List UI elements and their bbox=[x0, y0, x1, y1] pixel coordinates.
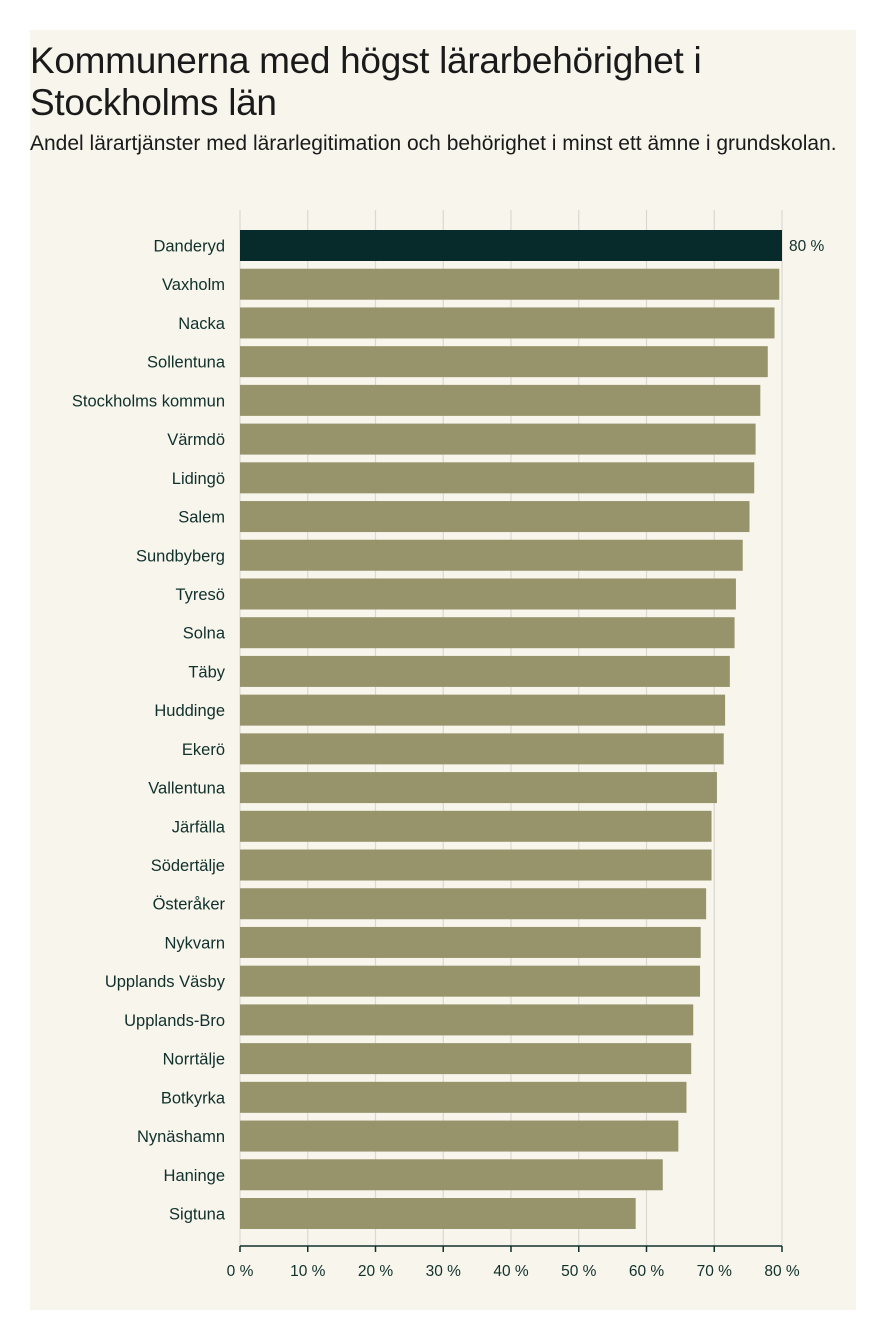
category-label: Solna bbox=[183, 625, 226, 643]
bar bbox=[240, 926, 701, 958]
bar bbox=[240, 1004, 694, 1036]
x-tick-label: 10 % bbox=[290, 1263, 326, 1280]
bar bbox=[240, 617, 735, 649]
bar bbox=[240, 423, 756, 455]
bar bbox=[240, 1120, 679, 1152]
category-label: Upplands-Bro bbox=[124, 1012, 225, 1030]
category-label: Södertälje bbox=[151, 857, 225, 875]
category-label: Sollentuna bbox=[147, 354, 226, 372]
x-tick-label: 20 % bbox=[358, 1263, 394, 1280]
bar bbox=[240, 1043, 692, 1075]
bar bbox=[240, 888, 707, 920]
data-label: 80 % bbox=[789, 238, 825, 255]
bar bbox=[240, 230, 782, 261]
bar bbox=[240, 694, 726, 726]
x-tick-label: 80 % bbox=[764, 1263, 800, 1280]
x-tick-label: 50 % bbox=[561, 1263, 597, 1280]
category-label: Botkyrka bbox=[161, 1089, 226, 1107]
chart-title: Kommunerna med högst lärarbehörighet i S… bbox=[30, 40, 702, 123]
bar bbox=[240, 539, 743, 571]
category-label: Norrtälje bbox=[163, 1051, 225, 1069]
bar bbox=[240, 1198, 636, 1229]
bar bbox=[240, 268, 780, 300]
bar bbox=[240, 849, 712, 881]
category-label: Järfälla bbox=[172, 818, 226, 836]
category-label: Nykvarn bbox=[164, 934, 225, 952]
category-label: Nynäshamn bbox=[137, 1128, 225, 1146]
x-tick-label: 30 % bbox=[426, 1263, 462, 1280]
category-label: Danderyd bbox=[153, 238, 225, 256]
bar bbox=[240, 1159, 663, 1191]
chart-subtitle: Andel lärartjänster med lärarlegitimatio… bbox=[30, 132, 837, 155]
category-label: Stockholms kommun bbox=[72, 392, 225, 410]
category-label: Österåker bbox=[153, 896, 226, 914]
x-tick-label: 70 % bbox=[697, 1263, 733, 1280]
category-label: Sundbyberg bbox=[136, 547, 225, 565]
category-label: Vaxholm bbox=[162, 276, 225, 294]
bar bbox=[240, 307, 775, 339]
x-tick-label: 40 % bbox=[493, 1263, 529, 1280]
category-label: Huddinge bbox=[154, 702, 225, 720]
category-label: Täby bbox=[188, 663, 225, 681]
bar bbox=[240, 346, 768, 378]
bar bbox=[240, 733, 724, 765]
x-tick-label: 60 % bbox=[629, 1263, 665, 1280]
category-label: Salem bbox=[178, 509, 225, 527]
category-label: Haninge bbox=[164, 1167, 225, 1185]
x-tick-label: 0 % bbox=[227, 1263, 254, 1280]
category-label: Upplands Väsby bbox=[105, 973, 226, 991]
category-label: Vallentuna bbox=[148, 780, 226, 798]
bar bbox=[240, 578, 736, 610]
bar bbox=[240, 1081, 687, 1113]
bar bbox=[240, 655, 730, 687]
category-label: Värmdö bbox=[167, 431, 225, 449]
category-label: Ekerö bbox=[182, 741, 225, 759]
category-label: Nacka bbox=[178, 315, 226, 333]
category-label: Tyresö bbox=[175, 586, 225, 604]
bar bbox=[240, 772, 717, 804]
bar bbox=[240, 810, 712, 842]
bar bbox=[240, 384, 761, 416]
bar bbox=[240, 462, 755, 494]
bar bbox=[240, 965, 701, 997]
category-label: Lidingö bbox=[172, 470, 225, 488]
bar bbox=[240, 501, 750, 533]
category-label: Sigtuna bbox=[169, 1206, 226, 1224]
